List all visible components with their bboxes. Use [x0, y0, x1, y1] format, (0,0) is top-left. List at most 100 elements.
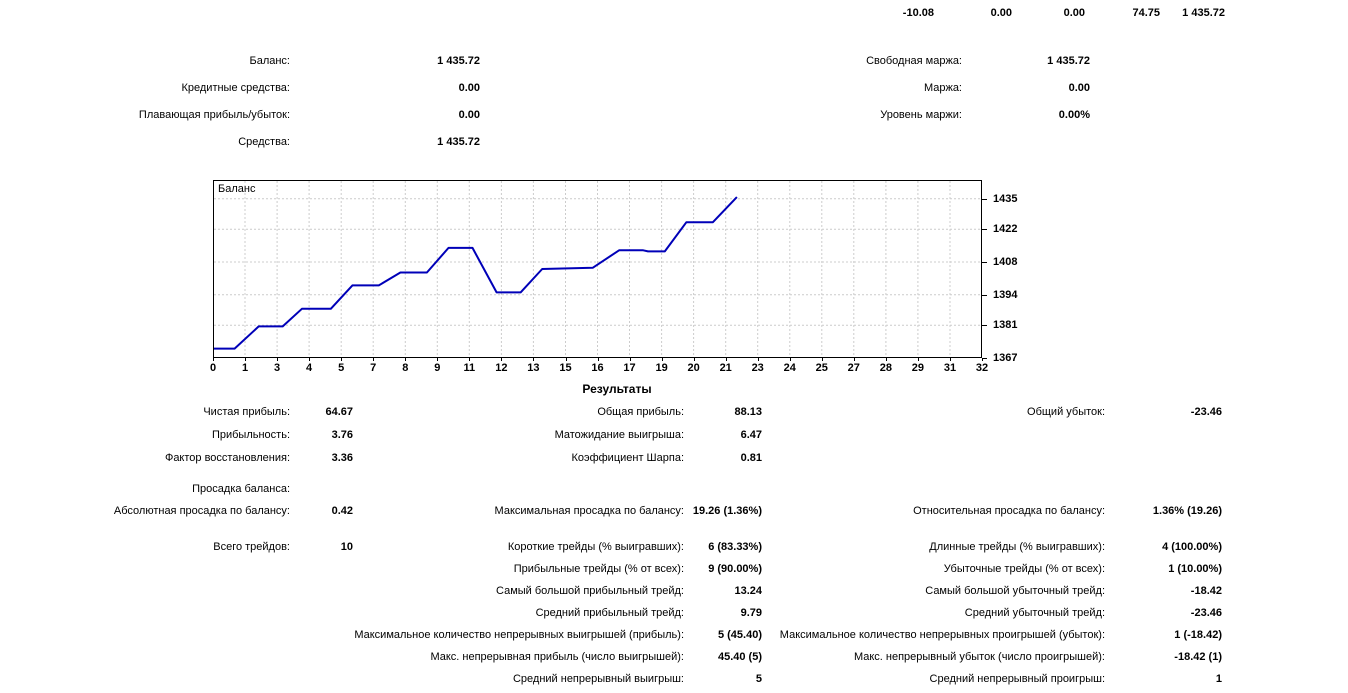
x-axis-tick-label: 17	[623, 362, 636, 374]
x-axis-tick	[213, 358, 214, 361]
balance-label: Баланс:	[249, 55, 290, 67]
equity-value: 1 435.72	[437, 136, 480, 148]
expected-payoff-label: Матожидание выигрыша:	[554, 429, 684, 441]
floating-pl-value: 0.00	[458, 109, 480, 121]
average-loss-trade-value: -23.46	[1190, 607, 1222, 619]
top-summary-value: 74.75	[1132, 7, 1160, 19]
gross-profit-label: Общая прибыль:	[597, 406, 684, 418]
account-summary: Баланс: 1 435.72 Свободная маржа: 1 435.…	[0, 48, 1090, 156]
x-axis-tick-label: 9	[434, 362, 441, 374]
trade-stats-group: Всего трейдов: 10 Короткие трейды (% выи…	[0, 536, 1222, 690]
x-axis-tick-label: 27	[847, 362, 860, 374]
y-axis-tick	[982, 325, 987, 327]
max-consecutive-wins-value: 5 (45.40)	[717, 629, 762, 641]
relative-drawdown-label: Относительная просадка по балансу:	[913, 505, 1105, 517]
x-axis-tick	[853, 358, 855, 361]
x-axis-tick-label: 29	[911, 362, 925, 374]
x-axis-tick-label: 31	[943, 362, 957, 374]
stat-row: Просадка баланса:	[0, 478, 1222, 500]
stat-row: Самый большой прибыльный трейд: 13.24 Са…	[0, 580, 1222, 602]
maximal-drawdown-label: Максимальная просадка по балансу:	[494, 505, 684, 517]
empty-cell	[0, 646, 290, 668]
average-profit-trade-value: 9.79	[740, 607, 762, 619]
y-axis-tick-label: 1367	[993, 352, 1018, 364]
empty-cell	[290, 478, 353, 500]
x-axis-tick	[341, 358, 343, 361]
empty-cell	[1105, 424, 1222, 447]
x-axis-tick	[533, 358, 535, 361]
free-margin-label: Свободная маржа:	[866, 55, 962, 67]
top-summary-row: -10.08 0.00 0.00 74.75 1 435.72	[854, 4, 1225, 22]
account-row: Кредитные средства: 0.00 Маржа: 0.00	[0, 75, 1090, 102]
x-axis-tick-label: 21	[719, 362, 732, 374]
x-axis-tick-label: 8	[402, 362, 409, 374]
x-axis-tick	[309, 358, 311, 361]
y-axis-tick-label: 1408	[993, 256, 1018, 268]
x-axis-tick	[277, 358, 279, 361]
drawdown-header-group: Просадка баланса:	[0, 478, 1222, 500]
y-axis-tick-label: 1394	[993, 288, 1018, 301]
profit-trades-value: 9 (90.00%)	[708, 563, 762, 575]
x-axis-tick	[885, 358, 887, 361]
max-consecutive-losses-label: Максимальное количество непрерывных прои…	[779, 629, 1105, 641]
max-consecutive-wins-label: Максимальное количество непрерывных выиг…	[354, 629, 684, 641]
profit-stats-group: Чистая прибыль: 64.67 Общая прибыль: 88.…	[0, 401, 1222, 470]
sharpe-ratio-value: 0.81	[740, 452, 762, 464]
max-consecutive-profit-label: Макс. непрерывная прибыль (число выигрыш…	[430, 651, 684, 663]
short-trades-label: Короткие трейды (% выигравших):	[507, 541, 684, 553]
net-profit-value: 64.67	[325, 406, 353, 418]
empty-cell	[290, 646, 353, 668]
gross-loss-value: -23.46	[1190, 406, 1222, 418]
x-axis-tick-label: 3	[274, 362, 281, 374]
empty-cell	[962, 129, 1090, 156]
total-trades-label: Всего трейдов:	[213, 541, 290, 553]
x-axis-tick-label: 7	[370, 362, 377, 374]
stat-row: Прибыльные трейды (% от всех): 9 (90.00%…	[0, 558, 1222, 580]
margin-level-value: 0.00%	[1058, 109, 1090, 121]
loss-trades-value: 1 (10.00%)	[1168, 563, 1222, 575]
x-axis-tick-label: 28	[879, 362, 893, 374]
absolute-drawdown-value: 0.42	[331, 505, 353, 517]
x-axis-tick	[405, 358, 407, 361]
empty-cell	[353, 478, 684, 500]
y-axis-tick-label: 1422	[993, 223, 1018, 236]
empty-cell	[290, 668, 353, 690]
x-axis-tick-label: 5	[338, 362, 345, 374]
largest-loss-trade-label: Самый большой убыточный трейд:	[925, 585, 1105, 597]
x-axis-tick-label: 16	[591, 362, 604, 374]
account-row: Баланс: 1 435.72 Свободная маржа: 1 435.…	[0, 48, 1090, 75]
empty-cell	[290, 602, 353, 624]
x-axis-tick-label: 32	[975, 362, 989, 374]
empty-cell	[684, 478, 762, 500]
credit-value: 0.00	[458, 82, 480, 94]
empty-cell	[290, 580, 353, 602]
stat-row: Средний прибыльный трейд: 9.79 Средний у…	[0, 602, 1222, 624]
expected-payoff-value: 6.47	[740, 429, 762, 441]
largest-profit-trade-value: 13.24	[734, 585, 762, 597]
average-loss-trade-label: Средний убыточный трейд:	[964, 607, 1105, 619]
x-axis-tick	[821, 358, 823, 361]
margin-label: Маржа:	[923, 82, 962, 94]
average-consecutive-wins-value: 5	[755, 673, 762, 685]
x-axis-tick	[757, 358, 759, 361]
x-axis-tick-label: 20	[687, 362, 700, 374]
x-axis-tick	[565, 358, 567, 361]
margin-value: 0.00	[1068, 82, 1090, 94]
average-profit-trade-label: Средний прибыльный трейд:	[535, 607, 684, 619]
y-axis-tick-label: 1435	[993, 192, 1018, 205]
empty-cell	[762, 447, 1105, 470]
x-axis-tick-label: 0	[209, 362, 217, 374]
x-axis-tick	[469, 358, 471, 361]
x-axis-tick	[950, 358, 951, 361]
x-axis-tick	[917, 358, 919, 361]
absolute-drawdown-label: Абсолютная просадка по балансу:	[113, 505, 290, 517]
credit-label: Кредитные средства:	[181, 82, 290, 94]
long-trades-value: 4 (100.00%)	[1162, 541, 1222, 553]
top-summary-value: 0.00	[1063, 7, 1085, 19]
results-title: Результаты	[582, 382, 652, 396]
y-axis-tick	[982, 262, 987, 263]
average-consecutive-losses-label: Средний непрерывный проигрыш:	[929, 673, 1105, 685]
recovery-factor-label: Фактор восстановления:	[164, 452, 290, 464]
empty-cell	[0, 602, 290, 624]
equity-label: Средства:	[238, 136, 290, 148]
